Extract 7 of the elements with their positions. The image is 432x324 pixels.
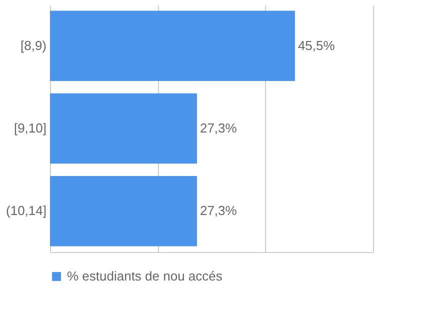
data-label: 45,5% — [298, 38, 336, 53]
y-tick-label: [9,10] — [14, 120, 46, 136]
data-label: 27,3% — [200, 120, 238, 136]
legend-label: % estudiants de nou accés — [67, 268, 223, 284]
y-tick-label: [8,9) — [20, 38, 46, 53]
y-tick-label: (10,14] — [6, 203, 46, 218]
data-label: 27,3% — [200, 203, 238, 218]
